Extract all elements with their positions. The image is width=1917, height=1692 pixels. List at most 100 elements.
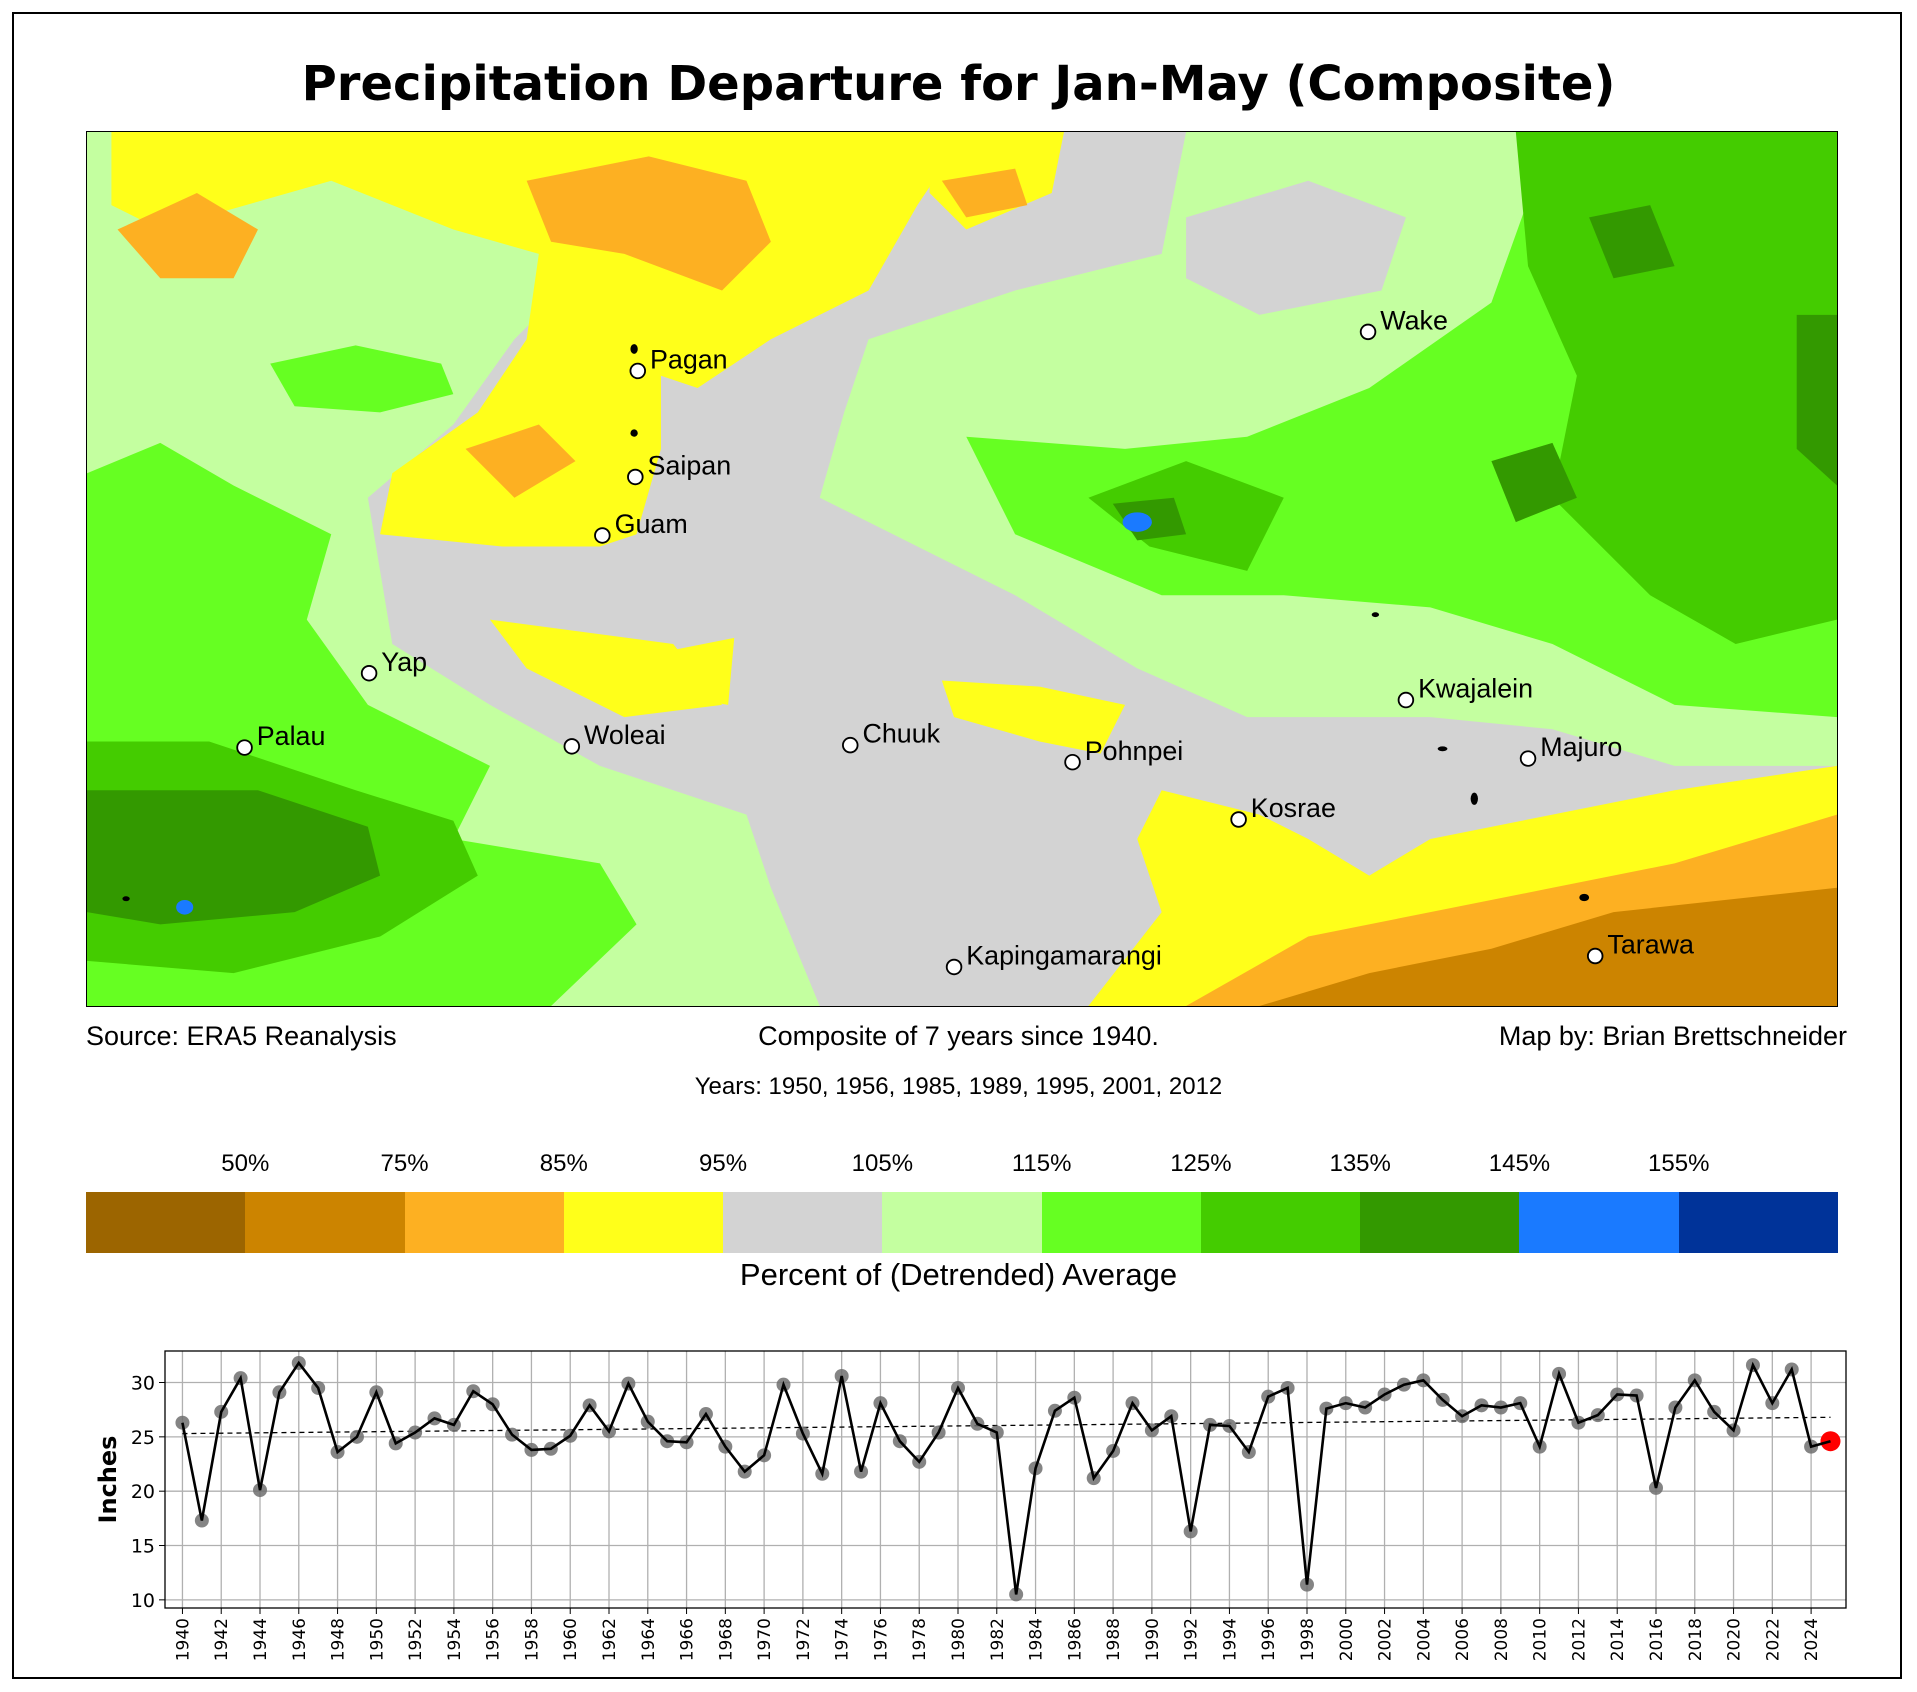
x-tick-label: 1960 [561, 1618, 581, 1661]
x-tick-label: 2022 [1763, 1618, 1783, 1661]
station-majuro: Majuro [1519, 732, 1622, 767]
region-155-left [176, 899, 194, 915]
island-dot [1437, 746, 1448, 752]
station-label: Saipan [648, 451, 732, 481]
region-135-center [1088, 461, 1284, 571]
x-tick-label: 1976 [871, 1618, 891, 1661]
station-label: Pohnpei [1085, 736, 1184, 766]
x-tick-label: 2014 [1608, 1618, 1628, 1661]
x-tick-label: 1974 [833, 1618, 853, 1661]
region-145-c [1796, 314, 1837, 486]
timeseries-chart: 10 15 20 25 30 1940 1942 1944 1946 1948 1950 1952 19… [94, 1350, 1847, 1661]
station-palau: Palau [236, 721, 325, 756]
station-label: Pagan [650, 345, 728, 375]
island-dot [630, 344, 638, 354]
island-dot [1470, 792, 1478, 805]
colorbar-segment [882, 1192, 1042, 1253]
station-pohnpei: Pohnpei [1064, 736, 1184, 771]
x-tick-label: 2008 [1492, 1618, 1512, 1661]
station-label: Wake [1380, 305, 1448, 335]
island-dot [1579, 893, 1590, 902]
x-tick-label: 1940 [173, 1618, 193, 1661]
station-label: Majuro [1540, 732, 1622, 762]
x-tick-label: 2016 [1647, 1618, 1667, 1661]
station-label: Woleai [584, 720, 666, 750]
station-chuuk: Chuuk [842, 719, 941, 754]
region-85-c [465, 424, 576, 498]
y-tick-label: 20 [131, 1481, 155, 1503]
region-95-pohnpei [941, 680, 1126, 754]
station-label: Kwajalein [1418, 674, 1533, 704]
station-kapingamarangi: Kapingamarangi [945, 941, 1162, 976]
colorbar-label: 85% [539, 1150, 588, 1177]
x-tick-label: 1984 [1027, 1618, 1047, 1661]
region-85-b [526, 156, 771, 291]
colorbar-labels: 50% 75% 85% 95% 105% 115% 125% 135% 145% 155% [86, 1150, 1838, 1180]
station-label: Guam [615, 509, 688, 539]
x-tick-label: 1982 [988, 1618, 1008, 1661]
y-tick-label: 25 [131, 1427, 155, 1449]
region-145-a [1589, 205, 1675, 279]
source-note: Source: ERA5 Reanalysis [86, 1021, 397, 1051]
x-tick-label: 1988 [1104, 1618, 1124, 1661]
x-tick-label: 1996 [1259, 1618, 1279, 1661]
colorbar-label: 95% [699, 1150, 748, 1177]
x-tick-label: 1970 [755, 1618, 775, 1661]
y-tick-label: 30 [131, 1373, 155, 1395]
x-tick-label: 1978 [910, 1618, 930, 1661]
x-tick-label: 1942 [212, 1618, 232, 1661]
region-85-d [941, 168, 1028, 218]
x-tick-label: 1992 [1182, 1618, 1202, 1661]
colorbar-label: 115% [1011, 1150, 1072, 1177]
x-tick-label: 2000 [1337, 1618, 1357, 1661]
x-tick-label: 1968 [716, 1618, 736, 1661]
x-tick-label: 1958 [522, 1618, 542, 1661]
region-95-mid2 [673, 637, 735, 705]
station-label: Kapingamarangi [966, 941, 1162, 971]
region-85-a [117, 192, 258, 279]
colorbar-segment [1519, 1192, 1679, 1253]
x-tick-label: 2020 [1725, 1618, 1745, 1661]
station-wake: Wake [1359, 305, 1448, 341]
x-tick-label: 1962 [600, 1618, 620, 1661]
colorbar-segment [245, 1192, 405, 1253]
x-tick-label: 1950 [367, 1618, 387, 1661]
y-tick-label: 10 [131, 1590, 155, 1612]
x-tick-label: 1998 [1298, 1618, 1318, 1661]
colorbar-title: Percent of (Detrended) Average [739, 1257, 1178, 1292]
y-axis-label: Inches [94, 1436, 122, 1524]
station-label: Chuuk [862, 719, 940, 749]
region-75-bottom [1259, 887, 1837, 1006]
highlight-point [1820, 1431, 1841, 1452]
station-label: Yap [381, 647, 427, 677]
station-label: Tarawa [1607, 930, 1694, 960]
station-woleai: Woleai [563, 720, 666, 755]
precipitation-map: Pagan Saipan Guam Wake Yap Palau Woleai … [86, 131, 1838, 1007]
x-tick-label: 1964 [639, 1618, 659, 1661]
x-tick-label: 1944 [251, 1618, 271, 1661]
station-saipan: Saipan [627, 451, 732, 486]
y-tick-label: 15 [131, 1536, 155, 1558]
region-145-left [87, 790, 381, 925]
map-svg: Pagan Saipan Guam Wake Yap Palau Woleai … [87, 132, 1837, 1006]
colorbar-label: 75% [380, 1150, 429, 1177]
region-105-right [1186, 180, 1406, 315]
region-155-center [1122, 512, 1152, 532]
figure-title: Precipitation Departure for Jan-May (Com… [301, 56, 1616, 112]
colorbar-label: 145% [1488, 1150, 1551, 1177]
x-tick-label: 2006 [1453, 1618, 1473, 1661]
station-kwajalein: Kwajalein [1397, 674, 1533, 709]
colorbar-segment [86, 1192, 246, 1253]
colorbar-segment [1360, 1192, 1520, 1253]
colorbar-segment [1678, 1192, 1838, 1253]
colorbar-label: 105% [851, 1150, 914, 1177]
composite-years: Years: 1950, 1956, 1985, 1989, 1995, 200… [694, 1073, 1223, 1100]
x-tick-label: 1966 [678, 1618, 698, 1661]
x-tick-label: 1994 [1220, 1618, 1240, 1661]
region-145-b [1491, 442, 1577, 523]
x-tick-label: 1952 [406, 1618, 426, 1661]
credit-note: Map by: Brian Brettschneider [1498, 1021, 1847, 1051]
colorbar-segment [723, 1192, 883, 1253]
colorbar-segment [563, 1192, 724, 1253]
station-label: Kosrae [1251, 793, 1336, 823]
